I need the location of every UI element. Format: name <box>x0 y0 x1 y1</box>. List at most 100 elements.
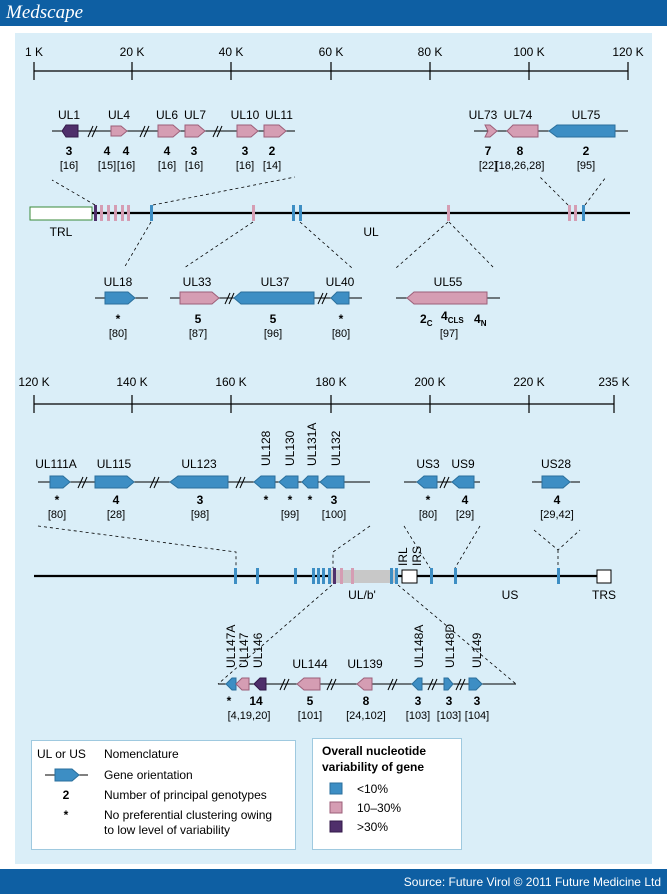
gene-ul128: UL128 * <box>253 430 276 507</box>
gene-ul132: UL132 3 [100] <box>319 430 346 521</box>
gene-ul148d: UL148D 3 [103] <box>437 624 461 722</box>
tick-label: 80 K <box>418 45 443 59</box>
axis-break <box>326 678 337 691</box>
figure-panel <box>15 33 652 864</box>
svg-text:[16]: [16] <box>60 160 78 172</box>
irl-label: IRL <box>396 547 410 566</box>
legend-left-box <box>31 740 296 850</box>
gene-ul144: UL144 5 [101] <box>292 657 328 722</box>
svg-text:UL130: UL130 <box>283 430 297 466</box>
gene-us28: US28 4 [29,42] <box>540 457 574 521</box>
gene-ul130: UL130 * [99] <box>278 430 299 521</box>
svg-text:UL139: UL139 <box>347 657 383 671</box>
svg-text:*: * <box>308 493 313 507</box>
svg-text:2: 2 <box>583 144 590 158</box>
svg-text:UL75: UL75 <box>572 108 601 122</box>
svg-text:7: 7 <box>485 144 492 158</box>
gene-ul146: UL146 <box>251 632 267 691</box>
gene-ul37: UL37 5 [96] <box>233 275 315 340</box>
svg-text:[103]: [103] <box>406 710 430 722</box>
svg-text:[95]: [95] <box>577 160 595 172</box>
scale-axis-2: 120 K 140 K 160 K 180 K 200 K 220 K 235 … <box>18 375 630 413</box>
svg-text:3: 3 <box>415 694 422 708</box>
svg-text:[99]: [99] <box>281 509 299 521</box>
svg-text:5: 5 <box>195 312 202 326</box>
gene-ul4: UL4 4 [15] 4 [16] <box>98 108 135 172</box>
zoom-lines-2-top <box>37 525 581 569</box>
gene-ul111a: UL111A * [80] <box>35 457 77 521</box>
svg-text:2C: 2C <box>420 312 433 328</box>
legend-symbol-genotypes: 2 <box>63 788 70 802</box>
legend-gene-orientation-icon <box>45 768 88 782</box>
tick-label: 180 K <box>315 375 346 389</box>
svg-text:[101]: [101] <box>298 710 322 722</box>
tick-label: 160 K <box>215 375 246 389</box>
tick-label: 235 K <box>598 375 629 389</box>
svg-text:*: * <box>55 493 60 507</box>
axis-break <box>235 476 246 489</box>
irs-box <box>401 569 418 584</box>
svg-text:UL128: UL128 <box>259 430 273 466</box>
svg-text:[16]: [16] <box>236 160 254 172</box>
svg-text:*: * <box>116 312 121 326</box>
svg-text:[80]: [80] <box>332 328 350 340</box>
axis-break <box>427 678 438 691</box>
svg-text:[16]: [16] <box>158 160 176 172</box>
svg-text:UL149: UL149 <box>470 632 484 668</box>
svg-text:4: 4 <box>113 493 120 507</box>
tick-label: 40 K <box>219 45 244 59</box>
legend-symbol-asterisk: * <box>64 808 69 822</box>
gene-ul147: UL147 14 [4,19,20] <box>228 632 271 722</box>
legend-left: UL or US Nomenclature Gene orientation 2… <box>37 747 272 837</box>
gene-ul40: UL40 * [80] <box>326 275 355 340</box>
svg-text:UL146: UL146 <box>251 632 265 668</box>
tick-label: 220 K <box>513 375 544 389</box>
svg-text:[98]: [98] <box>191 509 209 521</box>
svg-text:UL40: UL40 <box>326 275 355 289</box>
svg-text:5: 5 <box>307 694 314 708</box>
svg-text:UL144: UL144 <box>292 657 328 671</box>
axis-break <box>87 125 98 138</box>
legend-label-low: <10% <box>357 782 388 796</box>
svg-text:3: 3 <box>446 694 453 708</box>
gene-us3: US3 * [80] <box>416 457 440 521</box>
svg-text:[80]: [80] <box>419 509 437 521</box>
axis-break <box>387 678 398 691</box>
svg-text:4: 4 <box>554 493 561 507</box>
svg-text:UL147A: UL147A <box>224 625 238 668</box>
legend-right: Overall nucleotide variability of gene <… <box>322 744 426 834</box>
tick-label: 120 K <box>18 375 49 389</box>
legend-swatch-low <box>329 782 343 795</box>
legend-text-nomenclature: Nomenclature <box>104 747 179 761</box>
legend-text-genotypes: Number of principal genotypes <box>104 788 267 802</box>
svg-text:UL115: UL115 <box>97 457 132 471</box>
ul-label: UL <box>363 225 379 239</box>
legend-text-orientation: Gene orientation <box>104 768 193 782</box>
axis-break <box>224 292 235 305</box>
svg-text:3: 3 <box>191 144 198 158</box>
svg-text:[29,42]: [29,42] <box>540 509 574 521</box>
svg-text:[104]: [104] <box>465 710 489 722</box>
svg-text:[24,102]: [24,102] <box>346 710 386 722</box>
svg-text:[29]: [29] <box>456 509 474 521</box>
legend-swatch-high <box>329 820 343 833</box>
gene-row-top-2: UL111A * [80] UL115 4 [28] UL123 3 [98] … <box>35 423 580 521</box>
zoom-lines-2-bottom <box>217 584 517 685</box>
svg-text:UL7: UL7 <box>184 108 206 122</box>
svg-text:UL18: UL18 <box>104 275 133 289</box>
axis-break <box>279 678 290 691</box>
svg-text:UL55: UL55 <box>434 275 463 289</box>
irs-label: IRS <box>410 546 424 566</box>
svg-text:UL111A: UL111A <box>35 457 77 471</box>
svg-text:UL37: UL37 <box>261 275 290 289</box>
tick-label: 100 K <box>513 45 544 59</box>
tick-label: 1 K <box>25 45 43 59</box>
svg-text:4: 4 <box>104 144 111 158</box>
gene-ul123: UL123 3 [98] <box>169 457 229 521</box>
tick-label: 200 K <box>414 375 445 389</box>
svg-text:UL147: UL147 <box>237 632 251 668</box>
svg-text:*: * <box>227 694 232 708</box>
legend-text-clustering: No preferential clustering owing <box>104 808 272 822</box>
svg-text:US3: US3 <box>416 457 440 471</box>
gene-ul139: UL139 8 [24,102] <box>346 657 386 722</box>
